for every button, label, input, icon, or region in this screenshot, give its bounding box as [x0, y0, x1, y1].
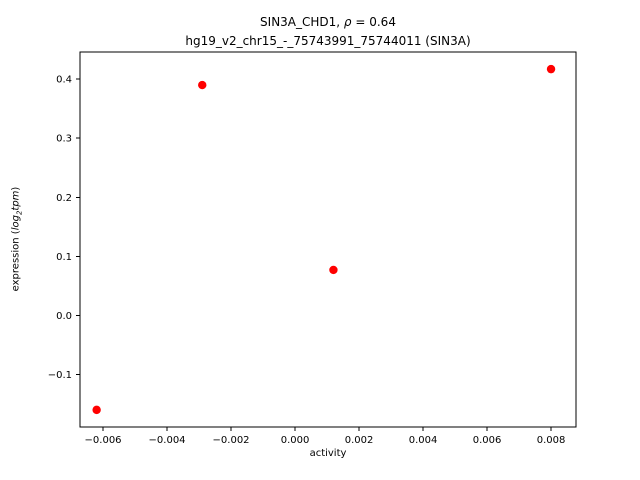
rho-symbol: ρ [343, 15, 352, 29]
title-value: = 0.64 [351, 15, 396, 29]
x-tick-label: 0.002 [345, 435, 374, 446]
y-tick-label: 0.1 [56, 252, 72, 263]
title-text: SIN3A_CHD1, [260, 15, 344, 29]
chart-title-line1: SIN3A_CHD1, ρ = 0.64 [80, 13, 576, 32]
y-tick-label: 0.2 [56, 193, 72, 204]
x-tick-label: −0.002 [213, 435, 250, 446]
scatter-point [329, 265, 338, 275]
scatter-point [546, 64, 556, 74]
y-tick-label: 0.0 [56, 311, 72, 322]
x-tick-label: −0.006 [85, 435, 122, 446]
x-tick-label: 0.008 [537, 435, 566, 446]
x-tick-label: 0.000 [281, 435, 310, 446]
chart-title: SIN3A_CHD1, ρ = 0.64 hg19_v2_chr15_-_757… [80, 13, 576, 51]
y-tick-label: 0.3 [56, 134, 72, 145]
scatter-point [198, 80, 207, 90]
x-tick-label: 0.006 [473, 435, 502, 446]
scatter-point [92, 405, 101, 415]
y-tick-label: 0.4 [56, 75, 72, 86]
x-axis-label: activity [309, 448, 347, 459]
chart-subtitle: hg19_v2_chr15_-_75743991_75744011 (SIN3A… [185, 34, 471, 48]
x-tick-label: 0.004 [409, 435, 438, 446]
axes-frame [79, 51, 577, 428]
y-tick-label: −0.1 [48, 370, 72, 381]
x-tick-label: −0.004 [149, 435, 186, 446]
